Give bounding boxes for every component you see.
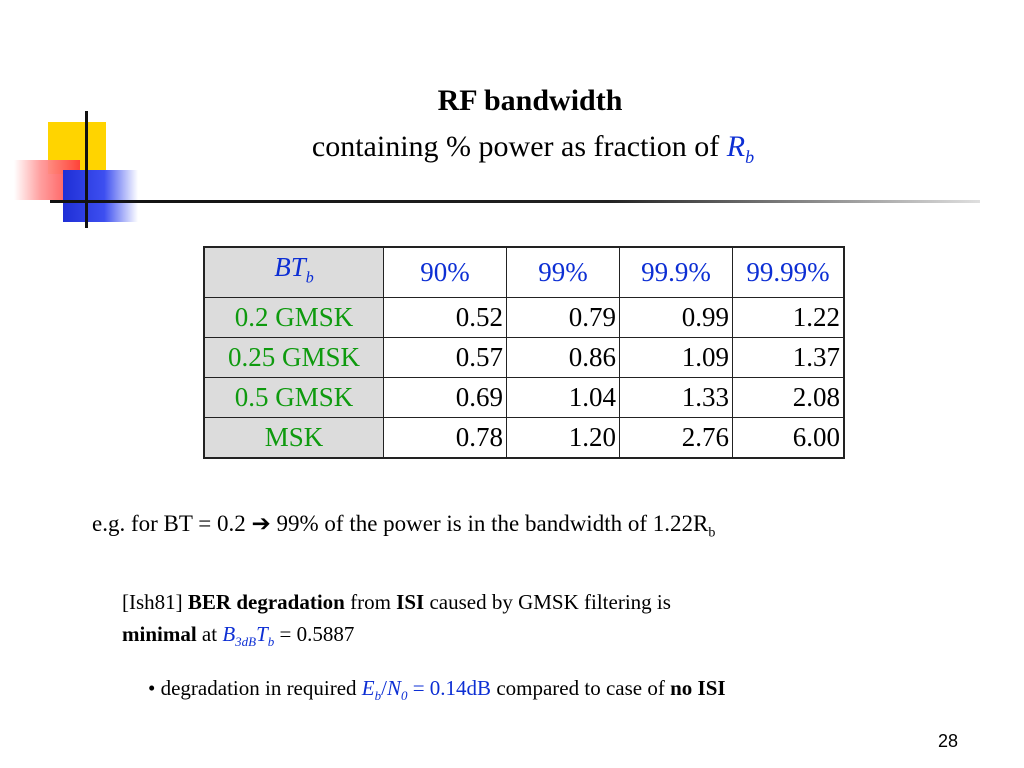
row-label: MSK	[203, 417, 384, 459]
bullet-text: degradation in required	[155, 676, 362, 700]
e-subscript: b	[374, 688, 382, 704]
column-header: 99%	[506, 246, 620, 299]
isi-text: ISI	[396, 590, 425, 614]
row-label: 0.25 GMSK	[203, 337, 384, 379]
reference-line-2: minimal at B3dBTb = 0.5887	[122, 622, 354, 650]
btb-value: = 0.5887	[274, 622, 355, 646]
table-cell: 0.86	[506, 337, 620, 379]
ber-degradation-text: BER degradation	[187, 590, 345, 614]
rb-subscript: b	[745, 147, 755, 167]
b-main: B	[222, 622, 236, 646]
minimal-text: minimal	[122, 622, 197, 646]
rb-main: R	[726, 130, 746, 163]
corner-main: BT	[274, 252, 306, 282]
table-row: 0.5 GMSK 0.69 1.04 1.33 2.08	[203, 377, 845, 419]
example-line: e.g. for BT = 0.2 ➔ 99% of the power is …	[92, 511, 715, 542]
rb-symbol: Rb	[726, 130, 754, 167]
n-subscript: 0	[400, 688, 408, 704]
table-cell: 6.00	[732, 417, 845, 459]
reference-text: at	[196, 622, 223, 646]
right-arrow-icon: ➔	[251, 511, 271, 536]
table-corner-header: BTb	[203, 246, 384, 299]
slash: /	[381, 676, 387, 700]
decor-vertical-line	[85, 111, 88, 228]
b3db-symbol: B3dBTb	[222, 622, 275, 650]
table-cell: 1.33	[619, 377, 733, 419]
title-underline	[50, 200, 980, 203]
table-cell: 1.09	[619, 337, 733, 379]
subtitle-text: containing % power as fraction of	[311, 130, 727, 163]
corner-subscript: b	[305, 269, 314, 287]
table-cell: 0.57	[383, 337, 507, 379]
e-main: E	[361, 676, 375, 700]
column-header: 99.99%	[732, 246, 845, 299]
bandwidth-table: BTb 90% 99% 99.9% 99.99% 0.2 GMSK 0.52 0…	[203, 246, 845, 460]
column-header: 90%	[383, 246, 507, 299]
ebn0-expression: Eb/N0 = 0.14dB	[361, 676, 492, 704]
reference-text: from	[344, 590, 397, 614]
page-number: 28	[938, 731, 959, 751]
decor-blue-square	[63, 170, 138, 222]
table-cell: 1.04	[506, 377, 620, 419]
bullet-icon: •	[148, 676, 156, 700]
t-subscript: b	[267, 634, 275, 650]
table-cell: 0.69	[383, 377, 507, 419]
table-cell: 2.76	[619, 417, 733, 459]
table-row: 0.25 GMSK 0.57 0.86 1.09 1.37	[203, 337, 845, 379]
bullet-point: • degradation in required Eb/N0 = 0.14dB…	[148, 676, 726, 704]
table-cell: 0.52	[383, 297, 507, 339]
column-header: 99.9%	[619, 246, 733, 299]
table-row: MSK 0.78 1.20 2.76 6.00	[203, 417, 845, 459]
reference-text: caused by GMSK filtering is	[424, 590, 671, 614]
n-main: N	[386, 676, 401, 700]
no-isi-text: no ISI	[670, 676, 726, 700]
table-cell: 0.78	[383, 417, 507, 459]
example-subscript: b	[708, 525, 716, 541]
table-cell: 1.22	[732, 297, 845, 339]
bullet-text: compared to case of	[491, 676, 671, 700]
row-label: 0.2 GMSK	[203, 297, 384, 339]
slide-title: RF bandwidth	[437, 84, 623, 117]
table-cell: 1.37	[732, 337, 845, 379]
reference-line-1: [Ish81] BER degradation from ISI caused …	[122, 590, 671, 615]
table-cell: 1.20	[506, 417, 620, 459]
table-header-row: BTb 90% 99% 99.9% 99.99%	[203, 246, 845, 299]
table-cell: 0.99	[619, 297, 733, 339]
table-row: 0.2 GMSK 0.52 0.79 0.99 1.22	[203, 297, 845, 339]
table-cell: 2.08	[732, 377, 845, 419]
citation: [Ish81]	[122, 590, 188, 614]
degradation-value: = 0.14dB	[407, 676, 492, 700]
b-subscript: 3dB	[235, 634, 257, 650]
t-main: T	[256, 622, 268, 646]
row-label: 0.5 GMSK	[203, 377, 384, 419]
example-prefix: e.g. for BT = 0.2	[92, 511, 252, 536]
example-suffix: 99% of the power is in the bandwidth of …	[270, 511, 709, 536]
slide-subtitle: containing % power as fraction of Rb	[0, 130, 1024, 168]
table-cell: 0.79	[506, 297, 620, 339]
